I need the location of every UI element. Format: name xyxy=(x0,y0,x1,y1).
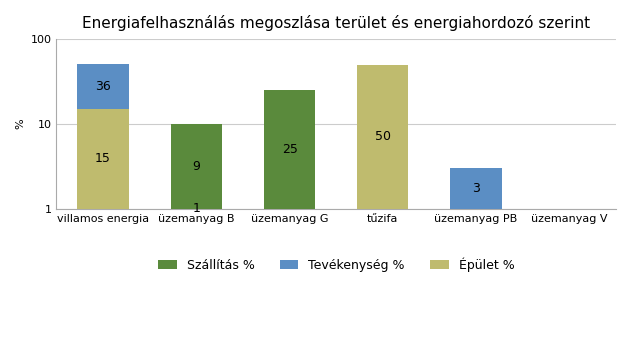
Bar xyxy=(170,209,222,339)
Text: 36: 36 xyxy=(95,80,111,93)
Text: 9: 9 xyxy=(192,160,200,173)
Bar xyxy=(451,168,502,339)
Text: 15: 15 xyxy=(95,152,111,165)
Bar xyxy=(357,65,408,339)
Bar xyxy=(264,90,316,339)
Y-axis label: %: % xyxy=(15,119,25,129)
Legend: Szállítás %, Tevékenység %, Épület %: Szállítás %, Tevékenység %, Épület % xyxy=(153,252,519,277)
Title: Energiafelhasználás megoszlása terület és energiahordozó szerint: Energiafelhasználás megoszlása terület é… xyxy=(82,15,590,31)
Text: 25: 25 xyxy=(281,143,297,156)
Bar xyxy=(78,64,129,109)
Text: 3: 3 xyxy=(472,182,480,195)
Bar xyxy=(170,124,222,209)
Text: 50: 50 xyxy=(375,130,391,143)
Bar xyxy=(78,109,129,339)
Text: 1: 1 xyxy=(192,202,200,215)
